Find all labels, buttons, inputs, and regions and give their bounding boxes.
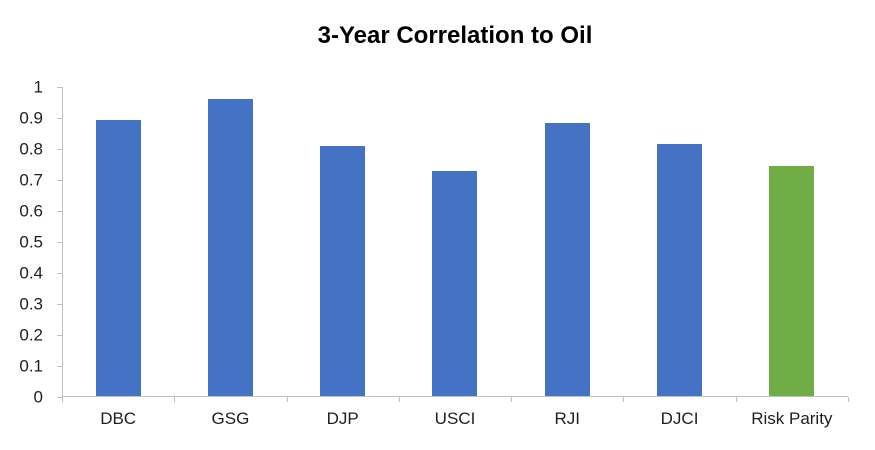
bars-container bbox=[62, 87, 848, 397]
y-tick-label: 0.1 bbox=[19, 356, 43, 376]
y-tick-mark bbox=[57, 273, 62, 274]
category-label: USCI bbox=[434, 409, 476, 428]
y-tick-label: 0.6 bbox=[19, 201, 43, 221]
y-tick-mark bbox=[57, 304, 62, 305]
x-tick-mark bbox=[848, 397, 849, 402]
y-tick-label: 0.5 bbox=[19, 232, 43, 252]
y-tick-mark bbox=[57, 397, 62, 398]
y-tick-mark bbox=[57, 87, 62, 88]
y-tick-label: 0 bbox=[33, 387, 43, 407]
x-tick-mark bbox=[174, 397, 176, 402]
x-tick-mark bbox=[623, 397, 625, 402]
chart-title: 3-Year Correlation to Oil bbox=[317, 22, 593, 49]
y-tick-label: 0.4 bbox=[19, 263, 43, 283]
category-label: GSG bbox=[211, 409, 250, 428]
y-tick-mark bbox=[57, 180, 62, 181]
category-label: RJI bbox=[554, 409, 581, 428]
x-tick-mark bbox=[62, 397, 63, 402]
bar bbox=[95, 119, 141, 397]
bar-slot bbox=[736, 87, 848, 397]
y-tick-mark bbox=[57, 118, 62, 119]
y-tick-label: 0.3 bbox=[19, 294, 43, 314]
y-tick-label: 0.2 bbox=[19, 325, 43, 345]
x-tick-mark bbox=[511, 397, 513, 402]
y-tick-mark bbox=[57, 211, 62, 212]
y-tick-mark bbox=[57, 149, 62, 150]
y-tick-label: 0.7 bbox=[19, 170, 43, 190]
bar bbox=[544, 122, 590, 397]
bar-slot bbox=[287, 87, 399, 397]
bar bbox=[207, 99, 253, 397]
category-label: Risk Parity bbox=[751, 409, 833, 428]
y-tick-mark bbox=[57, 366, 62, 367]
bar-slot bbox=[623, 87, 735, 397]
category-label: DBC bbox=[100, 409, 137, 428]
category-label: DJCI bbox=[660, 409, 699, 428]
plot-area: 0 0.1 0.2 0.3 0.4 0.5 0.6 0.7 0.8 0.9 1 DBC GSG DJP U… bbox=[19, 79, 849, 428]
y-tick-label: 0.9 bbox=[19, 108, 43, 128]
bar-slot bbox=[174, 87, 286, 397]
bar bbox=[320, 145, 366, 397]
x-tick-mark bbox=[398, 397, 400, 402]
y-tick-label: 0.8 bbox=[19, 139, 43, 159]
x-tick-mark bbox=[735, 397, 737, 402]
bar bbox=[657, 144, 703, 397]
y-tick-mark bbox=[57, 335, 62, 336]
y-tick-mark bbox=[57, 242, 62, 243]
x-axis-labels: DBC GSG DJP USCI RJI DJCI Risk Parity bbox=[62, 409, 848, 429]
category-label: DJP bbox=[326, 409, 359, 428]
x-axis-line bbox=[62, 396, 848, 397]
y-axis-line bbox=[62, 87, 63, 397]
bar-slot bbox=[399, 87, 511, 397]
bar bbox=[432, 170, 478, 397]
bar bbox=[769, 166, 815, 397]
bar-slot bbox=[62, 87, 174, 397]
x-tick-mark bbox=[286, 397, 288, 402]
bar-slot bbox=[511, 87, 623, 397]
y-tick-label: 1 bbox=[33, 77, 43, 97]
